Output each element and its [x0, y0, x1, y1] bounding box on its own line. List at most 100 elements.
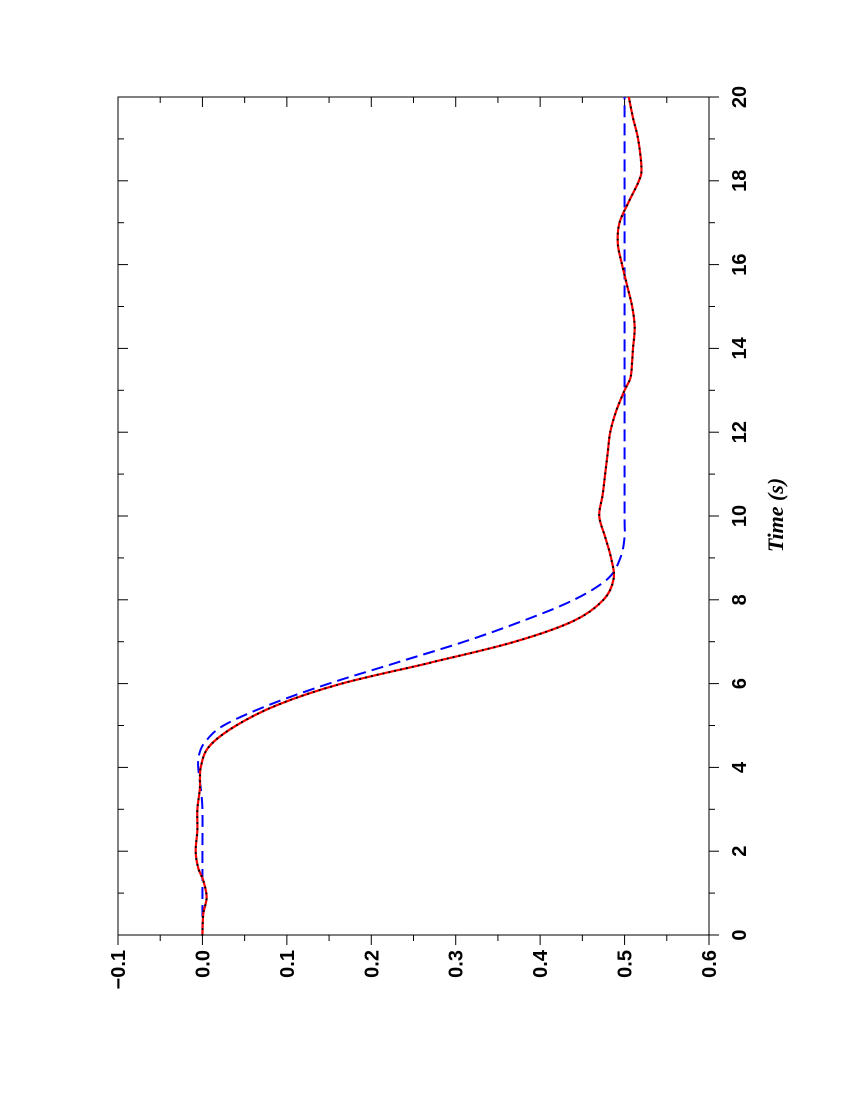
series-marker-1 [602, 484, 605, 487]
series-marker-1 [230, 727, 233, 730]
series-marker-1 [636, 135, 639, 138]
series-marker-1 [629, 296, 632, 300]
series-marker-1 [196, 828, 199, 831]
series-marker-1 [630, 112, 634, 115]
series-marker-1 [284, 700, 287, 703]
series-marker-1 [607, 548, 611, 551]
series-marker-1 [256, 712, 260, 715]
series-marker-1 [588, 610, 591, 613]
series-marker-1 [273, 705, 276, 708]
series-marker-1 [622, 390, 625, 394]
labels: 0 2 4 6 8 10 12 14 16 18 20 −0.1 0.0 0.1 0.2 0.3 0.4 0.5 0… [108, 86, 751, 990]
series-marker-1 [201, 915, 205, 919]
series-marker-1 [195, 839, 198, 843]
y-tick-label: 0.0 [192, 950, 214, 978]
series-marker-1 [198, 792, 201, 795]
y-tick-label: 0.2 [361, 950, 383, 978]
series-marker-1 [598, 507, 601, 510]
x-tick-label: 4 [729, 761, 751, 773]
series-marker-1 [629, 106, 632, 109]
series-marker-1 [608, 589, 612, 592]
series-marker-1 [639, 153, 642, 156]
series-marker-1 [201, 927, 204, 931]
series-marker-1 [324, 687, 327, 690]
series-marker-1 [638, 147, 641, 150]
series-marker-1 [510, 641, 513, 644]
series-marker-1 [198, 780, 202, 783]
series-marker-1 [628, 100, 631, 103]
series-marker-1 [631, 350, 634, 353]
series-marker-1 [572, 619, 576, 622]
series-marker-1 [545, 630, 548, 633]
x-tick-label: 18 [729, 170, 751, 192]
series-marker-1 [200, 762, 203, 765]
series-marker-1 [606, 542, 609, 545]
series-marker-1 [602, 598, 605, 602]
series-marker-1 [593, 607, 596, 610]
series-marker-1 [616, 238, 619, 241]
series-marker-1 [197, 869, 201, 872]
series-marker-1 [626, 285, 629, 288]
series-marker-1 [625, 385, 628, 388]
series-marker-1 [633, 326, 636, 329]
series-marker-1 [621, 267, 625, 271]
series-marker-1 [195, 834, 199, 837]
series-marker-1 [235, 723, 239, 727]
series-marker-1 [611, 583, 614, 586]
series-marker-1 [246, 717, 249, 721]
series-marker-1 [616, 244, 620, 247]
series-marker-1 [199, 768, 202, 771]
series-marker-1 [202, 756, 205, 759]
series-marker-1 [603, 478, 606, 481]
series-marker-1 [470, 651, 473, 655]
series-marker-1 [631, 308, 634, 311]
series-marker-1 [370, 675, 373, 678]
series-marker-1 [550, 628, 553, 631]
series-marker-1 [440, 658, 444, 661]
series-marker-1 [267, 707, 270, 710]
ticks [117, 96, 719, 945]
series-marker-1 [429, 661, 432, 664]
y-tick-label: 0.4 [530, 949, 552, 978]
series-marker-1 [533, 634, 536, 637]
series-marker-1 [204, 750, 207, 754]
series-marker-1 [628, 198, 631, 202]
series-marker-1 [606, 454, 609, 457]
series-marker-1 [290, 698, 293, 701]
series-marker-1 [417, 664, 420, 667]
series-marker-1 [630, 362, 634, 365]
series-marker-1 [617, 250, 621, 253]
series-marker-1 [202, 909, 205, 913]
series-marker-1 [399, 668, 403, 671]
series-marker-1 [605, 594, 609, 597]
series-marker-1 [312, 690, 315, 693]
series-marker-1 [527, 636, 531, 639]
series-marker-1 [619, 256, 622, 259]
series-marker-1 [434, 660, 438, 663]
series-marker-1 [405, 667, 408, 670]
series-marker-1 [640, 165, 643, 168]
series-marker-1 [623, 209, 626, 212]
series-marker-1 [207, 745, 210, 749]
series-marker-1 [278, 702, 282, 706]
series-marker-1 [307, 692, 310, 695]
series-marker-1 [220, 733, 224, 737]
x-tick-label: 10 [729, 505, 751, 527]
series-marker-1 [620, 215, 623, 218]
series-marker-1 [612, 418, 615, 422]
series-marker-1 [630, 302, 633, 306]
series-marker-1 [627, 291, 630, 294]
x-axis-label: Time (s) [763, 478, 788, 552]
series-marker-1 [632, 118, 635, 121]
series-line-0 [197, 97, 626, 935]
series-marker-1 [364, 676, 368, 679]
series-marker-1 [201, 921, 204, 925]
series-marker-1 [600, 525, 603, 528]
series-marker-1 [640, 171, 643, 174]
series-marker-1 [632, 314, 635, 317]
series-marker-1 [597, 603, 601, 606]
series-marker-1 [347, 680, 350, 683]
series-marker-1 [598, 513, 601, 516]
y-tick-label: −0.1 [108, 950, 130, 989]
